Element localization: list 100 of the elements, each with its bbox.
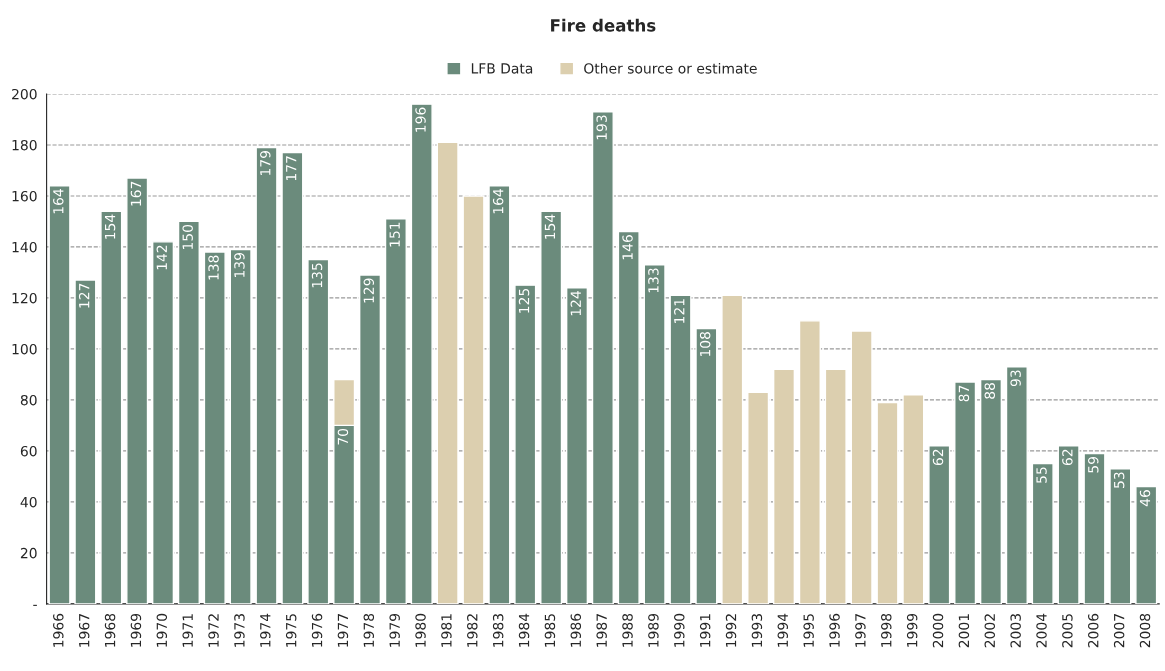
- y-tick-label: -: [33, 604, 37, 606]
- bar: [281, 151, 304, 604]
- data-label: 146: [622, 235, 633, 260]
- data-label: 196: [415, 107, 426, 132]
- x-tick-label: 1971: [182, 614, 193, 647]
- x-tick-label: 1981: [441, 614, 452, 647]
- x-tick-label: 1988: [622, 613, 633, 647]
- bar: [591, 111, 614, 604]
- x-tick-label: 1998: [881, 613, 892, 647]
- x-tick-label: 1987: [596, 614, 607, 647]
- x-tick-label: 1975: [285, 614, 297, 647]
- bar: [1057, 445, 1080, 604]
- y-tick-label: 180: [12, 139, 37, 151]
- y-tick-label: 100: [12, 343, 37, 355]
- bar: [617, 230, 640, 604]
- x-tick-label: 2004: [1036, 613, 1047, 648]
- data-label: 124: [570, 291, 581, 316]
- x-tick-label: 1969: [130, 613, 142, 647]
- x-tick-label: 1990: [674, 613, 685, 647]
- bar: [1031, 462, 1054, 604]
- bar: [177, 220, 200, 604]
- data-label: 154: [544, 214, 556, 239]
- data-label: 87: [958, 385, 970, 402]
- data-label: 53: [1113, 472, 1125, 488]
- x-tick-label: 1972: [208, 614, 219, 647]
- bar: [384, 218, 407, 604]
- x-tick-label: 2007: [1113, 614, 1125, 648]
- data-label: 127: [78, 283, 90, 308]
- bar: [255, 146, 278, 604]
- data-label: 193: [596, 115, 607, 140]
- data-label: 88: [984, 383, 996, 399]
- y-tick-label: 160: [12, 190, 37, 202]
- bar: [772, 368, 796, 604]
- legend-label: LFB Data: [471, 63, 533, 74]
- bar: [48, 185, 71, 604]
- x-tick-label: 1970: [156, 613, 168, 647]
- y-tick-label: 20: [20, 547, 37, 559]
- bar: [410, 103, 433, 604]
- bar: [1083, 452, 1106, 604]
- bar: [747, 391, 770, 604]
- bar: [695, 327, 718, 604]
- data-label: 133: [648, 268, 659, 293]
- bar: [850, 330, 873, 604]
- bar: [1109, 468, 1132, 604]
- data-label: 177: [286, 156, 297, 181]
- x-tick-label: 1985: [544, 614, 556, 647]
- data-label: 70: [337, 428, 349, 445]
- data-label: 179: [260, 151, 271, 176]
- x-tick-label: 1989: [648, 613, 659, 647]
- x-tick-label: 2002: [984, 614, 996, 648]
- data-label: 138: [208, 255, 219, 280]
- bar: [1005, 366, 1028, 604]
- bar: [488, 185, 511, 604]
- data-label: 55: [1036, 467, 1047, 483]
- data-label: 164: [492, 189, 504, 214]
- x-tick-label: 1982: [467, 614, 478, 647]
- bar: [540, 210, 563, 604]
- x-tick-label: 1968: [104, 613, 116, 647]
- x-tick-label: 1986: [570, 613, 582, 647]
- bar: [358, 274, 382, 604]
- bar: [928, 445, 951, 604]
- bar: [126, 177, 149, 604]
- y-tick-label: 200: [12, 88, 37, 100]
- data-label: 129: [363, 278, 375, 303]
- x-tick-label: 1979: [389, 613, 400, 647]
- data-label: 139: [234, 253, 245, 278]
- bar: [902, 394, 925, 604]
- y-tick-label: 80: [20, 394, 37, 406]
- bar: [229, 248, 252, 604]
- x-tick-label: 2008: [1139, 613, 1151, 648]
- x-tick-label: 2001: [958, 614, 970, 648]
- data-label: 125: [518, 288, 530, 313]
- data-label: 151: [389, 222, 400, 247]
- bar: [643, 264, 666, 604]
- bar: [436, 141, 459, 604]
- data-label: 154: [104, 214, 116, 239]
- bar: [669, 294, 692, 604]
- bar: [721, 294, 744, 604]
- y-tick-label: 40: [20, 496, 37, 508]
- bar: [876, 401, 899, 604]
- y-tick-label: 140: [12, 241, 37, 253]
- bar: [824, 368, 847, 604]
- y-tick-label: 60: [20, 445, 37, 457]
- x-tick-label: 1980: [415, 613, 426, 647]
- x-tick-label: 1973: [234, 614, 245, 647]
- x-tick-label: 1996: [829, 613, 840, 647]
- data-label: 62: [1062, 449, 1073, 466]
- bar: [1135, 485, 1158, 604]
- bar: [100, 210, 123, 604]
- bar: [203, 251, 226, 604]
- bar: [462, 195, 485, 604]
- y-tick-label: 120: [12, 292, 37, 304]
- data-label: 108: [699, 332, 711, 357]
- x-tick-label: 1983: [492, 614, 504, 647]
- x-tick-label: 1999: [906, 613, 918, 647]
- bar: [74, 279, 97, 604]
- x-tick-label: 1995: [803, 614, 814, 647]
- data-label: 59: [1088, 456, 1099, 473]
- bar: [307, 258, 330, 604]
- data-label: 121: [674, 299, 685, 323]
